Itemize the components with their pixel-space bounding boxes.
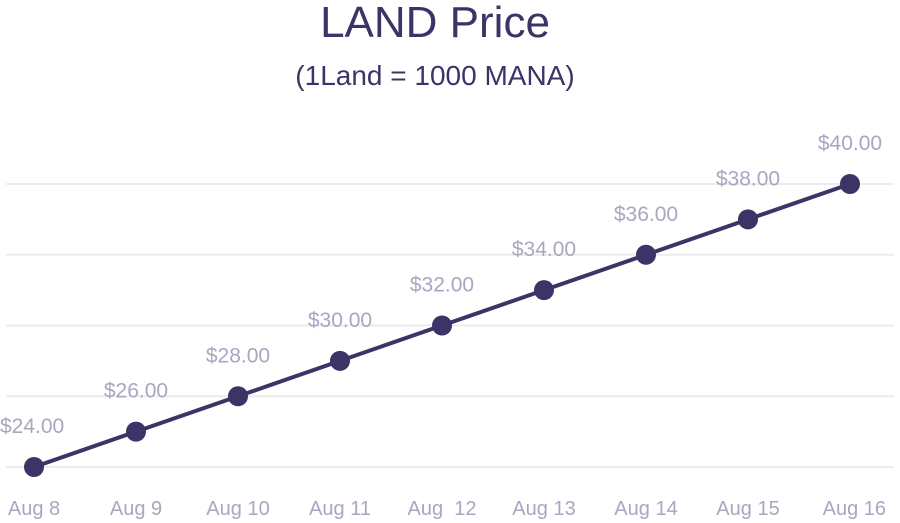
data-label: $38.00 (716, 167, 780, 190)
data-label: $24.00 (0, 415, 64, 438)
x-tick-label: Aug 9 (110, 498, 162, 520)
data-point (432, 316, 452, 336)
data-label: $32.00 (410, 274, 474, 297)
x-tick-label: Aug 15 (716, 498, 779, 520)
data-point (636, 245, 656, 265)
x-tick-label: Aug 10 (206, 498, 269, 520)
data-labels: $24.00 $26.00 $28.00 $30.00 $32.00 $34.00 $36.… (0, 132, 882, 438)
x-tick-label: Aug 16 (823, 498, 886, 520)
data-point (738, 209, 758, 229)
data-label: $36.00 (614, 203, 678, 226)
data-point (228, 386, 248, 406)
x-tick-label: Aug 13 (512, 498, 575, 520)
x-axis-ticks: Aug 8 Aug 9 Aug 10 Aug 11 Aug 12 Aug 13 Aug 14… (8, 498, 886, 520)
data-point (840, 174, 860, 194)
data-point (330, 351, 350, 371)
data-label: $30.00 (308, 309, 372, 332)
data-label: $26.00 (104, 380, 168, 403)
data-point (126, 422, 146, 442)
x-tick-label: Aug 12 (408, 498, 477, 520)
x-tick-label: Aug 8 (8, 498, 60, 520)
x-tick-label: Aug 11 (309, 498, 371, 520)
data-label: $34.00 (512, 238, 576, 261)
x-tick-label: Aug 14 (614, 498, 677, 520)
data-label: $28.00 (206, 344, 270, 367)
data-point (534, 280, 554, 300)
data-point (24, 457, 44, 477)
data-label: $40.00 (818, 132, 882, 155)
